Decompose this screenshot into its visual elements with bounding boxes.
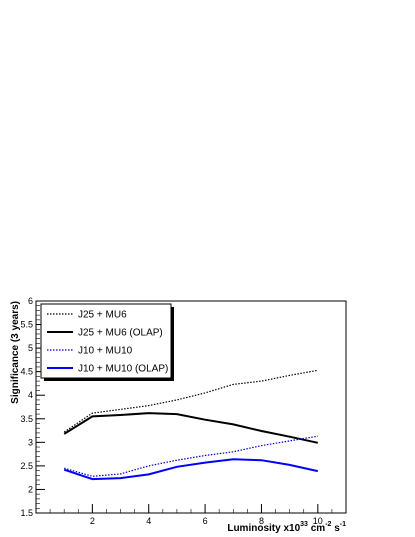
y-tick-label: 3 xyxy=(28,437,33,447)
series-line-3 xyxy=(64,435,318,477)
series-line-2 xyxy=(63,412,319,444)
legend: J25 + MU6 J25 + MU6 (OLAP) J10 + MU10 J10 +… xyxy=(40,303,174,381)
legend-box xyxy=(40,303,172,379)
x-tick-label: 2 xyxy=(90,516,95,526)
x-tick-label: 4 xyxy=(146,516,151,526)
x-tick-label: 10 xyxy=(313,516,323,526)
x-axis-title-sup1: 33 xyxy=(300,521,308,528)
x-tick-label: 8 xyxy=(259,516,264,526)
y-tick-label: 4 xyxy=(28,390,33,400)
series-line-4 xyxy=(63,458,319,481)
x-axis-title-main: Luminosity x10 xyxy=(227,523,300,534)
y-tick-label: 1.5 xyxy=(20,508,33,518)
x-axis-title-sup3: -1 xyxy=(340,521,346,528)
series-layer xyxy=(63,369,319,481)
legend-label-4: J10 + MU10 (OLAP) xyxy=(78,364,168,375)
y-tick-label: 2.5 xyxy=(20,461,33,471)
series-line-1 xyxy=(63,369,318,433)
legend-label-2: J25 + MU6 (OLAP) xyxy=(78,328,163,339)
axis-ticks: 1.5 2 2.5 3 3.5 4 4.5 5 5.5 6 2 4 6 8 10 xyxy=(20,296,347,526)
legend-label-3: J10 + MU10 xyxy=(78,346,133,357)
y-tick-label: 2 xyxy=(28,484,33,494)
x-axis-title-mid: cm xyxy=(308,523,325,534)
y-tick-label: 6 xyxy=(28,296,33,306)
x-axis-title-sup2: -2 xyxy=(325,521,331,528)
x-axis-title: Luminosity x1033 cm-2 s-1 xyxy=(227,521,346,534)
legend-label-1: J25 + MU6 xyxy=(78,310,127,321)
y-tick-label: 4.5 xyxy=(20,367,33,377)
y-tick-label: 5.5 xyxy=(20,320,33,330)
y-tick-label: 5 xyxy=(28,343,33,353)
x-tick-label: 6 xyxy=(203,516,208,526)
y-tick-label: 3.5 xyxy=(20,414,33,424)
y-axis-title: Significance (3 years) xyxy=(10,301,21,404)
x-axis-title-end: s xyxy=(331,523,340,534)
